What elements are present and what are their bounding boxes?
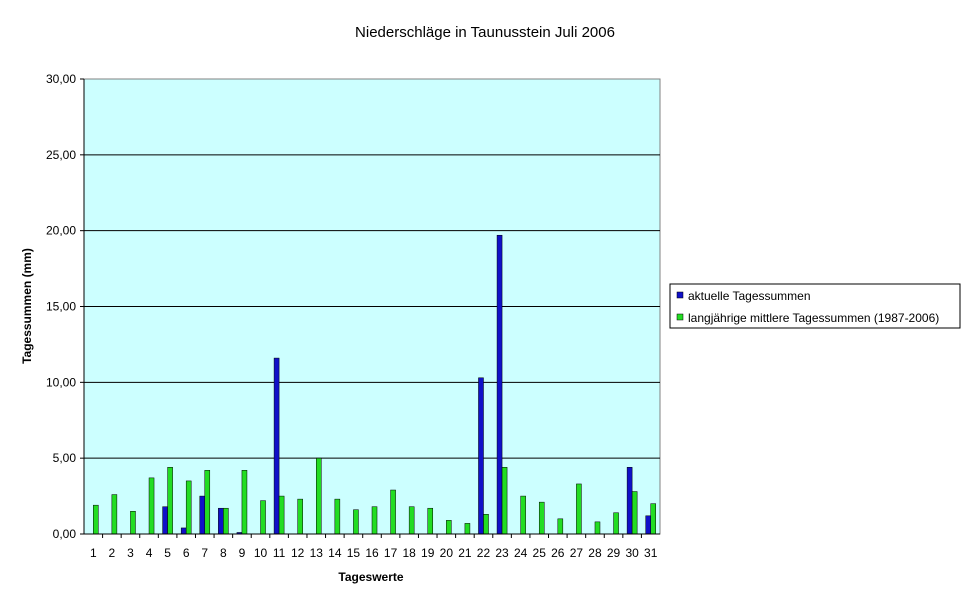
bar-actual — [496, 234, 503, 535]
bar-actual — [218, 507, 224, 535]
bars — [93, 234, 656, 535]
bar-longterm — [185, 480, 192, 535]
bar-longterm — [408, 506, 415, 535]
y-tick-label: 5,00 — [53, 451, 77, 465]
x-axis-ticks: 1 2 3 4 5 6 7 8 9 10 11 12 13 14 15 16 17 18 19 20 21 22 23 24 2… — [90, 534, 658, 560]
bar-actual — [162, 506, 168, 535]
bar-longterm — [130, 511, 136, 535]
x-tick-label: 9 — [239, 546, 246, 560]
legend-swatch-longterm — [676, 313, 684, 321]
chart-title: Niederschläge in Taunusstein Juli 2006 — [355, 24, 615, 41]
y-axis-label: Tagessummen (mm) — [20, 248, 34, 364]
bar-longterm — [148, 477, 155, 535]
bar-longterm — [650, 503, 656, 535]
bar-longterm — [631, 491, 638, 535]
x-tick-label: 15 — [347, 546, 361, 560]
x-tick-label: 21 — [458, 546, 472, 560]
bar-actual — [478, 377, 484, 535]
bar-longterm — [93, 504, 99, 535]
x-tick-label: 18 — [402, 546, 416, 560]
bar-longterm — [316, 457, 322, 535]
x-tick-label: 12 — [291, 546, 305, 560]
gridlines — [84, 154, 660, 459]
legend-box — [669, 283, 961, 329]
bar-actual — [273, 357, 280, 535]
bar-longterm — [278, 495, 285, 535]
bar-longterm — [353, 509, 359, 535]
x-tick-label: 2 — [109, 546, 116, 560]
x-tick-label: 14 — [328, 546, 342, 560]
x-tick-label: 26 — [551, 546, 565, 560]
legend: aktuelle Tagessummen langjährige mittler… — [669, 283, 961, 329]
y-tick-label: 20,00 — [46, 224, 76, 238]
x-tick-label: 16 — [365, 546, 379, 560]
bar-longterm — [427, 507, 434, 535]
bar-longterm — [520, 495, 526, 535]
x-tick-label: 22 — [477, 546, 491, 560]
legend-swatch-actual — [676, 291, 684, 299]
bar-longterm — [613, 512, 619, 535]
bar-longterm — [204, 470, 211, 535]
x-tick-label: 17 — [384, 546, 398, 560]
x-tick-label: 20 — [440, 546, 454, 560]
bar-actual — [645, 515, 651, 535]
bar-longterm — [501, 467, 508, 535]
x-axis-label: Tageswerte — [338, 570, 403, 584]
x-tick-label: 6 — [183, 546, 190, 560]
bar-longterm — [223, 507, 229, 535]
bar-longterm — [241, 470, 248, 535]
x-tick-label: 4 — [146, 546, 153, 560]
legend-label-actual: aktuelle Tagessummen — [688, 289, 811, 303]
y-tick-label: 10,00 — [46, 375, 76, 389]
x-tick-label: 1 — [90, 546, 97, 560]
bar-longterm — [538, 501, 545, 535]
x-tick-label: 5 — [164, 546, 171, 560]
bar-longterm — [371, 506, 378, 535]
x-tick-label: 24 — [514, 546, 528, 560]
x-tick-label: 28 — [588, 546, 602, 560]
bar-longterm — [334, 498, 341, 535]
legend-label-longterm: langjährige mittlere Tagessummen (1987-2… — [688, 311, 939, 325]
y-axis-ticks: 0,00 5,00 10,00 15,00 20,00 25,00 30,00 — [46, 72, 84, 541]
bar-longterm — [260, 500, 266, 535]
bar-longterm — [483, 514, 489, 535]
bar-longterm — [390, 489, 396, 535]
bar-longterm — [557, 518, 564, 535]
x-tick-label: 7 — [201, 546, 208, 560]
bar-actual — [626, 467, 633, 535]
bar-longterm — [111, 494, 118, 535]
x-tick-label: 19 — [421, 546, 435, 560]
bar-longterm — [464, 523, 471, 535]
y-tick-label: 0,00 — [53, 527, 77, 541]
x-tick-label: 8 — [220, 546, 227, 560]
bar-actual — [199, 495, 206, 535]
bar-longterm — [167, 467, 173, 535]
x-tick-label: 30 — [625, 546, 639, 560]
bar-longterm — [576, 483, 582, 535]
x-tick-label: 31 — [644, 546, 658, 560]
x-tick-label: 23 — [495, 546, 509, 560]
x-tick-label: 27 — [570, 546, 584, 560]
x-tick-label: 3 — [127, 546, 134, 560]
bar-actual — [180, 527, 187, 535]
y-tick-label: 30,00 — [46, 72, 76, 86]
x-tick-label: 25 — [533, 546, 547, 560]
x-tick-label: 13 — [310, 546, 324, 560]
bar-longterm — [594, 521, 601, 535]
x-tick-label: 10 — [254, 546, 268, 560]
bar-longterm — [297, 498, 303, 535]
bar-longterm — [446, 520, 452, 535]
y-tick-label: 15,00 — [46, 300, 76, 314]
y-tick-label: 25,00 — [46, 148, 76, 162]
x-tick-label: 29 — [607, 546, 621, 560]
x-tick-label: 11 — [273, 546, 286, 560]
